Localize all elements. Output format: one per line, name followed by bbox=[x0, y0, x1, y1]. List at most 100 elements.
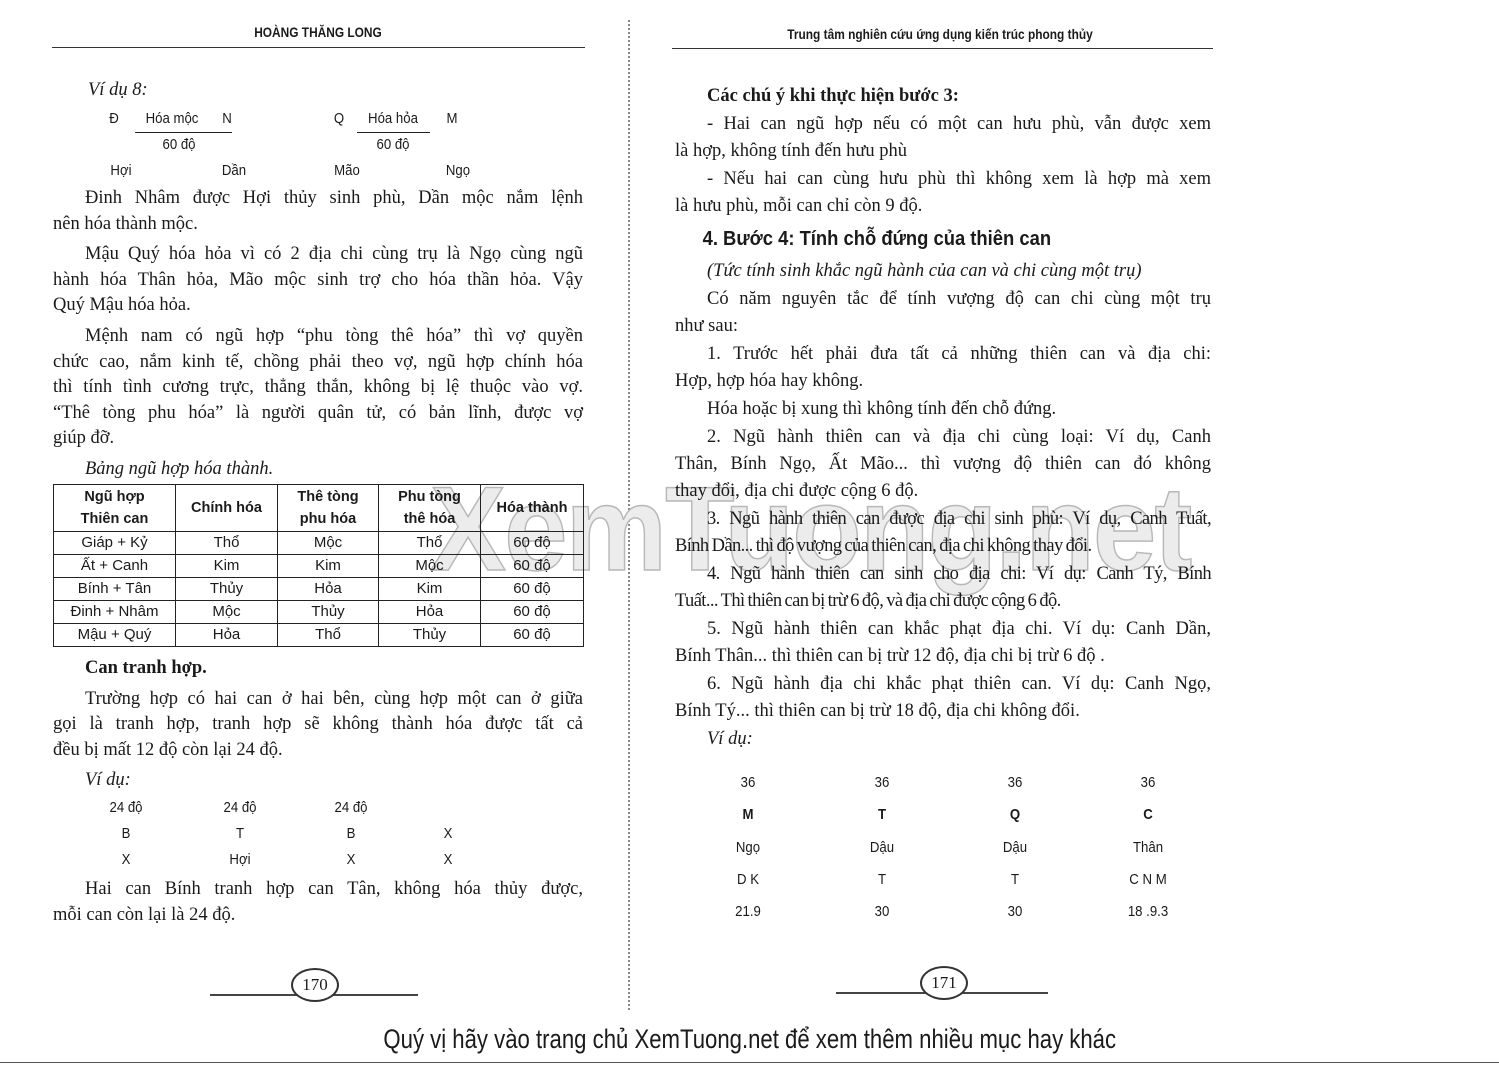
text-line: hành hóa Thân hỏa, Mão mộc sinh trợ cho … bbox=[53, 269, 583, 290]
text-line: Thân, Bính Ngọ, Ất Mão... thì vượng độ t… bbox=[675, 454, 1211, 474]
text-line: Ví dụ: bbox=[707, 729, 753, 749]
grid-cell: X bbox=[346, 851, 356, 868]
text-line: 3. Ngũ hành thiên can được địa chi sinh … bbox=[707, 509, 1212, 529]
column-header: Ngũ hợp Thiên can bbox=[53, 484, 176, 532]
grid-cell: T bbox=[235, 825, 245, 842]
paragraph: 4. Ngũ hành thiên can sinh cho địa chi: … bbox=[675, 561, 1212, 615]
grid-cell: 24 độ bbox=[109, 799, 143, 816]
grid-cell: X bbox=[443, 851, 453, 868]
transform-label: Hóa mộc bbox=[145, 110, 199, 127]
text-line: Ví dụ: bbox=[85, 770, 131, 791]
grid-cell: 36 bbox=[1140, 774, 1156, 791]
table-cell: Hỏa bbox=[175, 623, 278, 647]
text-line: 5. Ngũ hành thiên can khắc phạt địa chi.… bbox=[707, 619, 1211, 639]
text-line: nên hóa thành mộc. bbox=[53, 213, 198, 234]
paragraph: Đinh Nhâm được Hợi thủy sinh phù, Dần mộ… bbox=[53, 186, 583, 237]
table-cell: Giáp + Kỷ bbox=[53, 531, 176, 555]
table-cell: Ất + Canh bbox=[53, 554, 176, 578]
text-line: - Nếu hai can cùng hưu phù thì không xem… bbox=[707, 169, 1211, 189]
footer-banner: Quý vị hãy vào trang chủ XemTuong.net để… bbox=[0, 1024, 1499, 1055]
body-text: Can tranh hợp. Trường hợp có hai can ở ha… bbox=[53, 656, 583, 799]
text-line: giúp đỡ. bbox=[53, 428, 115, 449]
underline bbox=[357, 132, 430, 133]
column-header-line: Ngũ hợp bbox=[84, 489, 145, 505]
grid-cell: B bbox=[121, 825, 131, 842]
text-line: 1. Trước hết phải đưa tất cả những thiên… bbox=[707, 344, 1211, 364]
text-line: mỗi can còn lại là 24 độ. bbox=[53, 904, 236, 925]
table-cell: Mậu + Quý bbox=[53, 623, 176, 647]
grid-cell: Dậu bbox=[1002, 839, 1028, 856]
paragraph: Trường hợp có hai can ở hai bên, cùng hợ… bbox=[53, 687, 583, 764]
text-line: Các chú ý khi thực hiện bước 3: bbox=[707, 86, 959, 106]
paragraph: 6. Ngũ hành địa chi khắc phạt thiên can.… bbox=[675, 671, 1211, 725]
stem: N bbox=[222, 110, 232, 127]
text-line: Can tranh hợp. bbox=[85, 658, 207, 678]
table-cell: Thủy bbox=[175, 577, 278, 601]
table-cell: Mộc bbox=[277, 531, 379, 555]
text-line: Bính Tý... thì thiên can bị trừ 18 độ, đ… bbox=[675, 701, 1080, 721]
table-cell: Kim bbox=[378, 577, 481, 601]
column-header: Hóa thành bbox=[480, 484, 584, 532]
book-binding-gutter bbox=[628, 20, 630, 1010]
table-cell: Bính + Tân bbox=[53, 577, 176, 601]
grid-cell: Hợi bbox=[229, 851, 251, 868]
column-header: Chính hóa bbox=[175, 484, 278, 532]
running-head-right: Trung tâm nghiên cứu ứng dụng kiến trúc … bbox=[787, 26, 1093, 42]
column-header-line: Phu tòng bbox=[398, 489, 461, 505]
header-rule bbox=[672, 48, 1213, 49]
text-line: Trường hợp có hai can ở hai bên, cùng hợ… bbox=[85, 688, 583, 709]
grid-cell: Thân bbox=[1132, 839, 1164, 856]
text-line: Có năm nguyên tắc để tính vượng độ can c… bbox=[707, 289, 1211, 309]
underline bbox=[135, 132, 232, 133]
table-row: Ất + Canh Kim Kim Mộc 60 độ bbox=[53, 554, 584, 578]
table-cell: Kim bbox=[277, 554, 379, 578]
table-cell: 60 độ bbox=[480, 531, 584, 555]
column-header-line: thê hóa bbox=[403, 511, 456, 527]
body-text: Đinh Nhâm được Hợi thủy sinh phù, Dần mộ… bbox=[53, 186, 583, 488]
grid-cell: X bbox=[121, 851, 131, 868]
column-header: Thê tòng phu hóa bbox=[277, 484, 379, 532]
text-line: Bảng ngũ hợp hóa thành. bbox=[85, 458, 274, 479]
text-line: là hưu phù, mỗi can chỉ còn 9 độ. bbox=[675, 196, 923, 216]
paragraph: - Nếu hai can cùng hưu phù thì không xem… bbox=[675, 166, 1211, 220]
column-header-line: Chính hóa bbox=[191, 500, 262, 516]
column-header-line: Hóa thành bbox=[496, 500, 568, 516]
grid-cell: 36 bbox=[740, 774, 756, 791]
grid-cell: T bbox=[877, 871, 887, 888]
grid-cell: 36 bbox=[1007, 774, 1023, 791]
table-cell: Mộc bbox=[378, 554, 481, 578]
grid-cell: C bbox=[1143, 806, 1153, 823]
text-line: “Thê tòng phu hóa” là người quân tử, có … bbox=[53, 402, 583, 423]
branch: Dần bbox=[221, 162, 247, 179]
text-line: 6. Ngũ hành địa chi khắc phạt thiên can.… bbox=[707, 674, 1211, 694]
grid-cell: X bbox=[443, 825, 453, 842]
text-line: Bính Dần... thì độ vượng của thiên can, … bbox=[675, 536, 1092, 556]
paragraph: - Hai can ngũ hợp nếu có một can hưu phù… bbox=[675, 111, 1211, 165]
paragraph: Hai can Bính tranh hợp can Tân, không hó… bbox=[53, 877, 583, 928]
grid-cell: 21.9 bbox=[735, 903, 761, 920]
body-text: Hai can Bính tranh hợp can Tân, không hó… bbox=[53, 877, 583, 933]
text-line: như sau: bbox=[675, 316, 738, 336]
grid-cell: 24 độ bbox=[334, 799, 368, 816]
grid-cell: Dậu bbox=[869, 839, 895, 856]
text-line: thay đổi, địa chi được cộng 6 độ. bbox=[675, 481, 919, 501]
branch: Mão bbox=[334, 162, 360, 179]
grid-cell: D K bbox=[736, 871, 760, 888]
column-header-line: Thê tòng bbox=[297, 489, 359, 505]
footer-banner-text: Quý vị hãy vào trang chủ XemTuong.net để… bbox=[383, 1024, 1116, 1054]
footer-rule bbox=[0, 1062, 1499, 1063]
text-line: Tuất... Thì thiên can bị trừ 6 độ, và đị… bbox=[675, 591, 1061, 611]
table-row: Bính + Tân Thủy Hỏa Kim 60 độ bbox=[53, 577, 584, 601]
text-line: (Tức tính sinh khắc ngũ hành của can và … bbox=[707, 261, 1142, 281]
stem: Đ bbox=[109, 110, 119, 127]
text-line: gọi là tranh hợp, tranh hợp sẽ không thà… bbox=[53, 714, 583, 735]
grid-cell: Ngọ bbox=[735, 839, 761, 856]
grid-cell: T bbox=[877, 806, 887, 823]
paragraph: 2. Ngũ hành thiên can và địa chi cùng lo… bbox=[675, 424, 1211, 505]
table-cell: Thổ bbox=[277, 623, 379, 647]
table-cell: Mộc bbox=[175, 600, 278, 624]
section-heading: 4. Bước 4: Tính chỗ đứng của thiên can bbox=[675, 226, 1168, 253]
stem: M bbox=[446, 110, 458, 127]
text-line: Bính Thân... thì thiên can bị trừ 12 độ,… bbox=[675, 646, 1105, 666]
text-line: Hai can Bính tranh hợp can Tân, không hó… bbox=[85, 879, 583, 899]
